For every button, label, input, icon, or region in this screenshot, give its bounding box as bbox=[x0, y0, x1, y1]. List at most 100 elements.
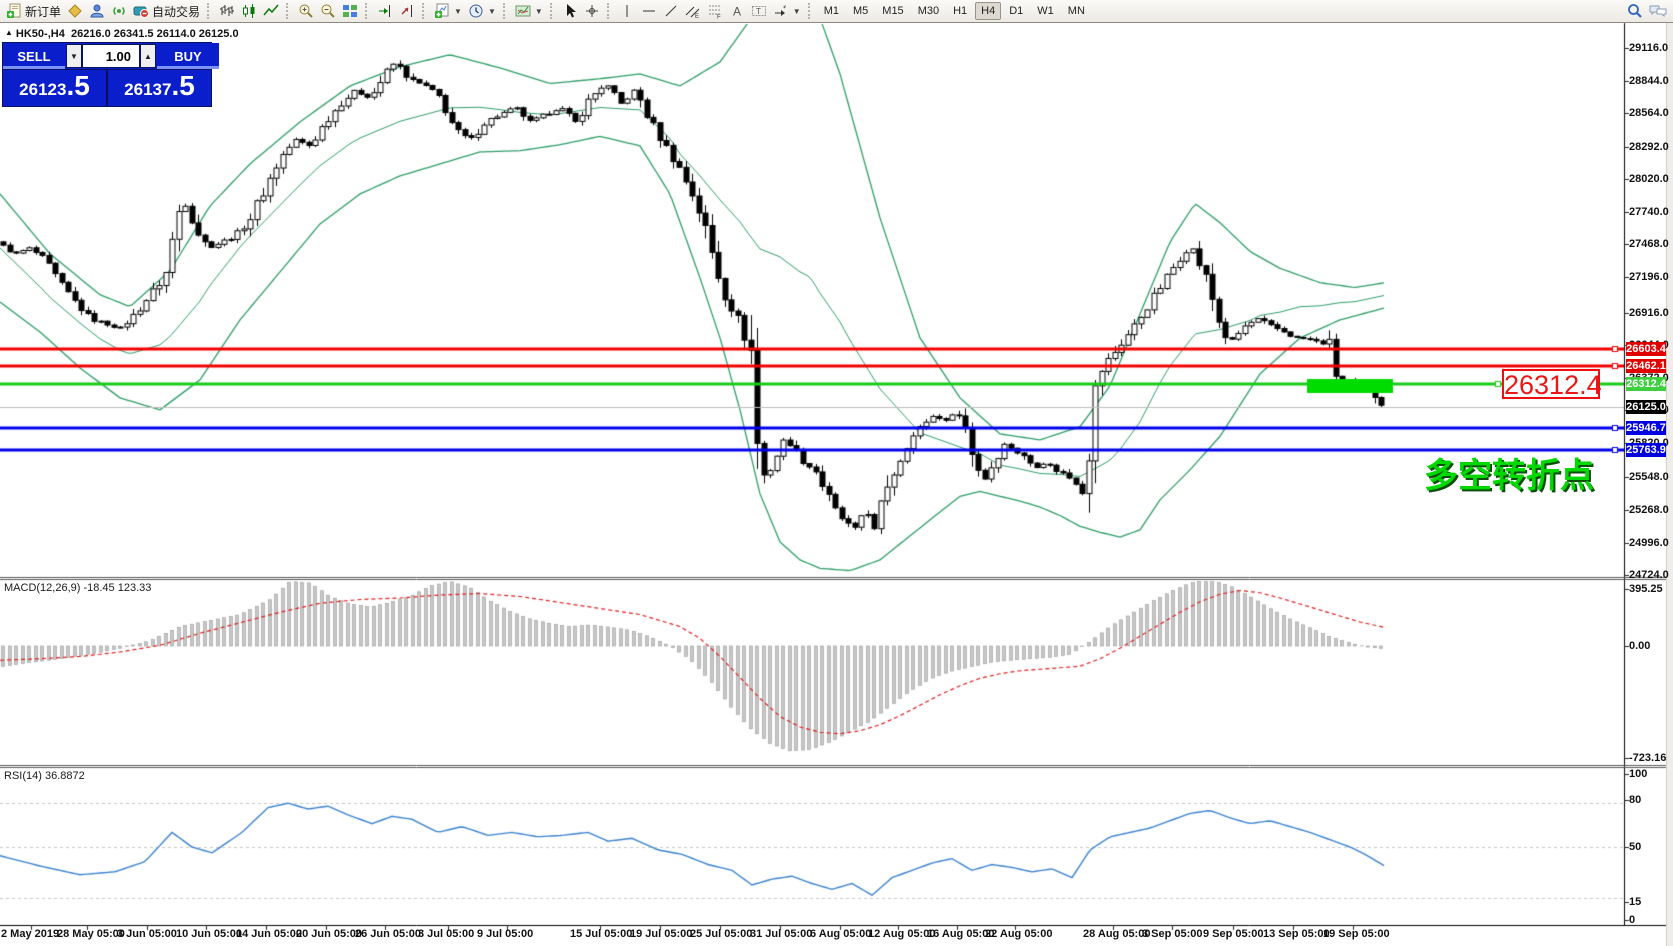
date-axis-label: 20 Jun 05:00 bbox=[296, 928, 363, 940]
new-order-label: 新订单 bbox=[25, 4, 62, 19]
timeframe-m5[interactable]: M5 bbox=[853, 5, 869, 17]
volume-increase-button[interactable]: ▲ bbox=[140, 44, 156, 68]
new-chart-dropdown[interactable]: ▼ bbox=[431, 1, 465, 21]
caret-down-icon: ▼ bbox=[534, 6, 543, 16]
vertical-line-button[interactable] bbox=[616, 1, 638, 21]
timeframe-w1[interactable]: W1 bbox=[1037, 5, 1054, 17]
bar-chart-icon bbox=[219, 3, 235, 19]
price-axis-tick: 28564.0 bbox=[1629, 107, 1669, 119]
chinese-annotation[interactable]: 多空转折点 bbox=[1424, 457, 1594, 495]
new-order-button[interactable]: 新订单 bbox=[3, 1, 64, 21]
panel-divider bbox=[106, 70, 108, 106]
sell-button[interactable]: SELL bbox=[3, 43, 65, 69]
new-order-icon bbox=[6, 3, 22, 19]
chart-shift-button[interactable] bbox=[374, 1, 396, 21]
zoom-in-button[interactable] bbox=[295, 1, 317, 21]
zoom-out-button[interactable] bbox=[317, 1, 339, 21]
timeframe-m15[interactable]: M15 bbox=[882, 5, 904, 17]
cursor-button[interactable] bbox=[559, 1, 581, 21]
svg-text:E: E bbox=[695, 14, 699, 19]
crosshair-button[interactable] bbox=[581, 1, 603, 21]
text-icon: A bbox=[729, 3, 745, 19]
arrows-dropdown[interactable]: ▼ bbox=[770, 1, 804, 21]
date-axis-label: 9 Sep 05:00 bbox=[1203, 928, 1264, 940]
date-axis-label: 19 Sep 05:00 bbox=[1323, 928, 1390, 940]
date-axis-label: 25 Jul 05:00 bbox=[690, 928, 753, 940]
toolbar-grip bbox=[502, 3, 508, 19]
macd-axis-tick: 0.00 bbox=[1629, 640, 1651, 652]
timeframe-d1[interactable]: D1 bbox=[1009, 5, 1024, 17]
line-chart-button[interactable] bbox=[260, 1, 282, 21]
volume-input[interactable] bbox=[82, 44, 140, 68]
date-axis-label: 9 Jul 05:00 bbox=[477, 928, 534, 940]
date-axis-label: 13 Sep 05:00 bbox=[1263, 928, 1330, 940]
sell-price[interactable]: 26123.5 bbox=[3, 70, 106, 106]
toolbar-grip bbox=[549, 3, 555, 19]
market-watch-button[interactable] bbox=[64, 1, 86, 21]
price-line-label: 26462.1 bbox=[1626, 359, 1666, 373]
timeframe-h4[interactable]: H4 bbox=[975, 2, 1002, 20]
trendline-button[interactable] bbox=[660, 1, 682, 21]
window-edge-strip bbox=[1666, 23, 1673, 946]
price-line-label: 25946.7 bbox=[1626, 421, 1666, 435]
text-label-button[interactable]: T bbox=[748, 1, 770, 21]
auto-trading-button[interactable]: 自动交易 bbox=[130, 1, 203, 21]
price-axis-tick: 26916.0 bbox=[1629, 307, 1669, 319]
signal-icon bbox=[111, 3, 127, 19]
toolbar-grip bbox=[207, 3, 212, 19]
timeframe-m1[interactable]: M1 bbox=[823, 5, 839, 17]
chart-title: ▲ HK50-,H4 26216.0 26341.5 26114.0 26125.… bbox=[5, 28, 239, 40]
date-axis-label: 26 Jun 05:00 bbox=[355, 928, 422, 940]
macd-axis-tick: 395.25 bbox=[1629, 583, 1663, 595]
volume-decrease-button[interactable]: ▼ bbox=[66, 44, 82, 68]
price-axis-tick: 27740.0 bbox=[1629, 206, 1669, 218]
timeframe-m30[interactable]: M30 bbox=[917, 5, 940, 17]
date-axis-label: 14 Jun 05:00 bbox=[236, 928, 303, 940]
tile-windows-button[interactable] bbox=[339, 1, 361, 21]
search-button[interactable] bbox=[1624, 1, 1646, 21]
price-axis-tick: 29116.0 bbox=[1629, 42, 1669, 54]
auto-scroll-button[interactable] bbox=[396, 1, 418, 21]
buy-button[interactable]: BUY bbox=[157, 43, 219, 69]
date-axis-label: 28 May 05:00 bbox=[57, 928, 125, 940]
chart-shift-icon bbox=[377, 3, 393, 19]
price-annotation-box[interactable]: 26312.4 bbox=[1502, 369, 1602, 400]
toolbar-grip bbox=[422, 3, 427, 19]
new-chart-icon bbox=[434, 3, 450, 19]
rsi-axis-tick: 15 bbox=[1629, 896, 1642, 908]
buy-price[interactable]: 26137.5 bbox=[108, 70, 211, 106]
equidistant-channel-button[interactable]: E bbox=[682, 1, 704, 21]
caret-down-icon: ▼ bbox=[487, 6, 496, 16]
chart-collapse-icon[interactable]: ▲ bbox=[5, 28, 13, 37]
chat-button[interactable] bbox=[1646, 1, 1670, 21]
candlestick-chart-button[interactable] bbox=[238, 1, 260, 21]
rsi-axis-tick: 80 bbox=[1629, 794, 1642, 806]
template-dropdown[interactable]: ▼ bbox=[512, 1, 546, 21]
price-line-label: 26312.4 bbox=[1626, 377, 1666, 391]
horizontal-line-button[interactable] bbox=[638, 1, 660, 21]
timeframe-h1[interactable]: H1 bbox=[953, 5, 968, 17]
caret-down-icon: ▼ bbox=[454, 6, 462, 16]
fibonacci-button[interactable]: F bbox=[704, 1, 726, 21]
timeframe-mn[interactable]: MN bbox=[1067, 5, 1085, 17]
signals-button[interactable] bbox=[108, 1, 130, 21]
toolbar-grip bbox=[365, 3, 370, 19]
date-axis-label: 16 Aug 05:00 bbox=[927, 928, 995, 940]
text-button[interactable]: A bbox=[726, 1, 748, 21]
date-axis-label: 2 May 2019 bbox=[1, 928, 60, 940]
profile-button[interactable] bbox=[86, 1, 108, 21]
rsi-axis-tick: 50 bbox=[1629, 841, 1642, 853]
periodicity-dropdown[interactable]: ▼ bbox=[465, 1, 499, 21]
timeframe-buttons: M1 M5 M15 M30 H1 H4 D1 W1 MN bbox=[817, 2, 1092, 20]
bar-chart-button[interactable] bbox=[216, 1, 238, 21]
toolbar: 新订单 自动交易 ▼ ▼ ▼ E F A T ▼ bbox=[0, 0, 1673, 23]
macd-label: MACD(12,26,9) -18.45 123.33 bbox=[4, 582, 152, 594]
chat-icon bbox=[1649, 3, 1667, 19]
svg-text:F: F bbox=[717, 15, 721, 20]
date-axis-label: 6 Aug 05:00 bbox=[810, 928, 872, 940]
sell-price-frac: .5 bbox=[66, 70, 90, 101]
text-label-icon: T bbox=[751, 3, 767, 19]
date-axis-label: 12 Aug 05:00 bbox=[868, 928, 936, 940]
